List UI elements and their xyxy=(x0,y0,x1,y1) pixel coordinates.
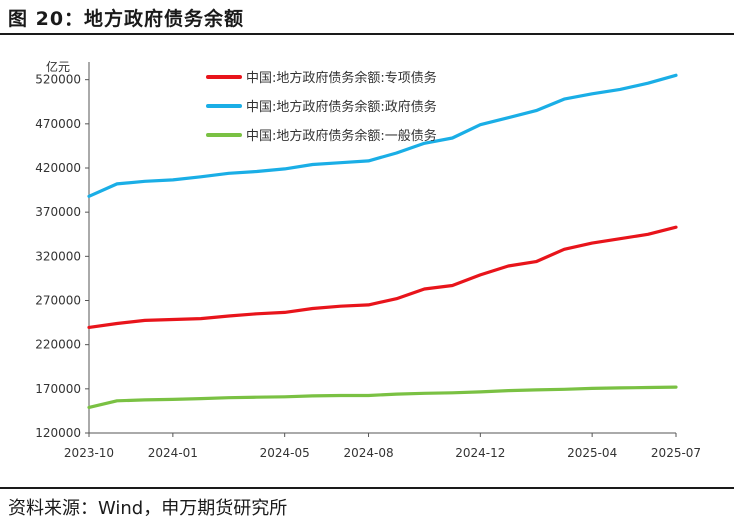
figure-title: 图 20：地方政府债务余额 xyxy=(8,8,245,30)
y-tick-label: 470000 xyxy=(35,117,81,131)
legend: 中国:地方政府债务余额:专项债务中国:地方政府债务余额:政府债务中国:地方政府债… xyxy=(206,70,437,144)
y-tick-label: 420000 xyxy=(35,161,81,175)
x-tick-label: 2024-01 xyxy=(148,446,198,460)
series-line-2 xyxy=(87,73,678,198)
top-rule xyxy=(0,33,734,35)
series-line-3 xyxy=(87,385,678,409)
x-tick-label: 2023-10 xyxy=(64,446,114,460)
legend-label-3: 中国:地方政府债务余额:一般债务 xyxy=(246,128,437,144)
x-tick-label: 2024-05 xyxy=(260,446,310,460)
x-tick-label: 2024-08 xyxy=(343,446,393,460)
legend-label-2: 中国:地方政府债务余额:政府债务 xyxy=(246,99,437,115)
y-tick-label: 370000 xyxy=(35,205,81,219)
y-tick-label: 320000 xyxy=(35,249,81,263)
x-tick-label: 2024-12 xyxy=(455,446,505,460)
series-layer xyxy=(87,73,678,409)
source-note: 资料来源：Wind，申万期货研究所 xyxy=(8,498,288,519)
bottom-rule xyxy=(0,487,734,489)
series-line-1 xyxy=(87,225,678,329)
y-tick-label: 270000 xyxy=(35,294,81,308)
y-tick-label: 520000 xyxy=(35,73,81,87)
axes: 120000 170000 220000 270000 320000 370000 4200… xyxy=(35,62,701,460)
y-tick-label: 170000 xyxy=(35,382,81,396)
y-tick-label: 220000 xyxy=(35,338,81,352)
legend-label-1: 中国:地方政府债务余额:专项债务 xyxy=(246,70,437,86)
y-tick-label: 120000 xyxy=(35,426,81,440)
x-tick-label: 2025-07 xyxy=(651,446,701,460)
x-tick-label: 2025-04 xyxy=(567,446,617,460)
y-axis-unit-label: 亿元 xyxy=(46,59,70,74)
